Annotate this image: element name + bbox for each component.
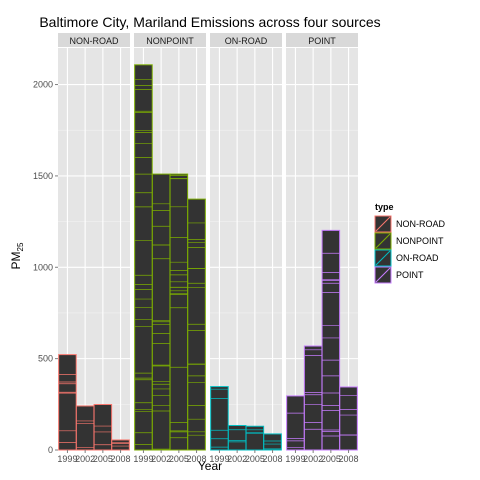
x-tick-label: 2008 [187,454,207,464]
bar-on-road-2008 [263,433,282,451]
x-tick-label: 2005 [321,454,341,464]
legend-key-slash [375,267,391,283]
x-tick-label: 1999 [209,454,229,464]
legend-label: NON-ROAD [396,219,445,229]
x-axis-title: Year [198,459,222,473]
y-axis-title-subscript: 25 [16,242,25,251]
x-tick-label: 2005 [245,454,265,464]
bar-nonpoint-1999 [134,64,153,451]
x-tick-label: 2002 [75,454,95,464]
facet-strip-label: POINT [308,36,336,46]
y-tick-label: 500 [38,354,53,364]
x-tick-label: 2008 [339,454,359,464]
bar-point-2002 [303,345,323,451]
legend-title: type [375,202,394,212]
x-tick-label: 2008 [111,454,131,464]
bar-non-road-2005 [93,404,113,451]
x-tick-label: 2002 [227,454,247,464]
bar-on-road-2002 [227,425,247,451]
legend-item-non-road: NON-ROAD [374,215,445,233]
facet-strip [134,33,206,47]
facet-strip-label: ON-ROAD [225,36,268,46]
bar-non-road-2002 [75,405,95,451]
facet-strip [210,33,282,47]
legend-key-slash [375,216,391,232]
facet-strip [58,33,130,47]
legend-key-slash [375,250,391,266]
legend-item-on-road: ON-ROAD [374,249,439,267]
panel-background [210,48,282,450]
bar-on-road-1999 [210,386,229,451]
legend-label: ON-ROAD [396,253,439,263]
bar-non-road-1999 [58,354,77,451]
legend-item-nonpoint: NONPOINT [374,232,444,250]
bar-nonpoint-2002 [151,173,171,451]
x-tick-label: 2005 [169,454,189,464]
facet-panels: NON-ROAD1999200220052008NONPOINT19992002… [57,33,359,464]
bar-nonpoint-2005 [169,173,189,451]
x-tick-label: 2002 [151,454,171,464]
x-tick-label: 1999 [133,454,153,464]
y-tick-label: 0 [48,445,53,455]
legend-key-slash [375,233,391,249]
y-tick-label: 2000 [33,80,53,90]
y-tick-label: 1000 [33,262,53,272]
y-axis-title: PM25 [9,242,25,269]
bar-non-road-2008 [111,439,130,451]
facet-strip-label: NON-ROAD [70,36,119,46]
chart-title: Baltimore City, Mariland Emissions acros… [39,14,380,30]
legend-label: POINT [396,270,424,280]
x-tick-label: 2008 [263,454,283,464]
x-tick-label: 1999 [285,454,305,464]
x-tick-label: 2005 [93,454,113,464]
y-axis: 0 500 1000 1500 2000 [33,80,58,455]
legend-label: NONPOINT [396,236,444,246]
x-tick-label: 2002 [303,454,323,464]
x-tick-label: 1999 [57,454,77,464]
bar-point-2008 [339,386,358,451]
bar-point-1999 [286,395,305,451]
y-tick-label: 1500 [33,171,53,181]
facet-strip-label: NONPOINT [146,36,194,46]
bar-point-2005 [321,229,341,451]
legend-item-point: POINT [374,266,424,284]
y-axis-title-main: PM [9,251,23,269]
facet-strip [286,33,358,47]
